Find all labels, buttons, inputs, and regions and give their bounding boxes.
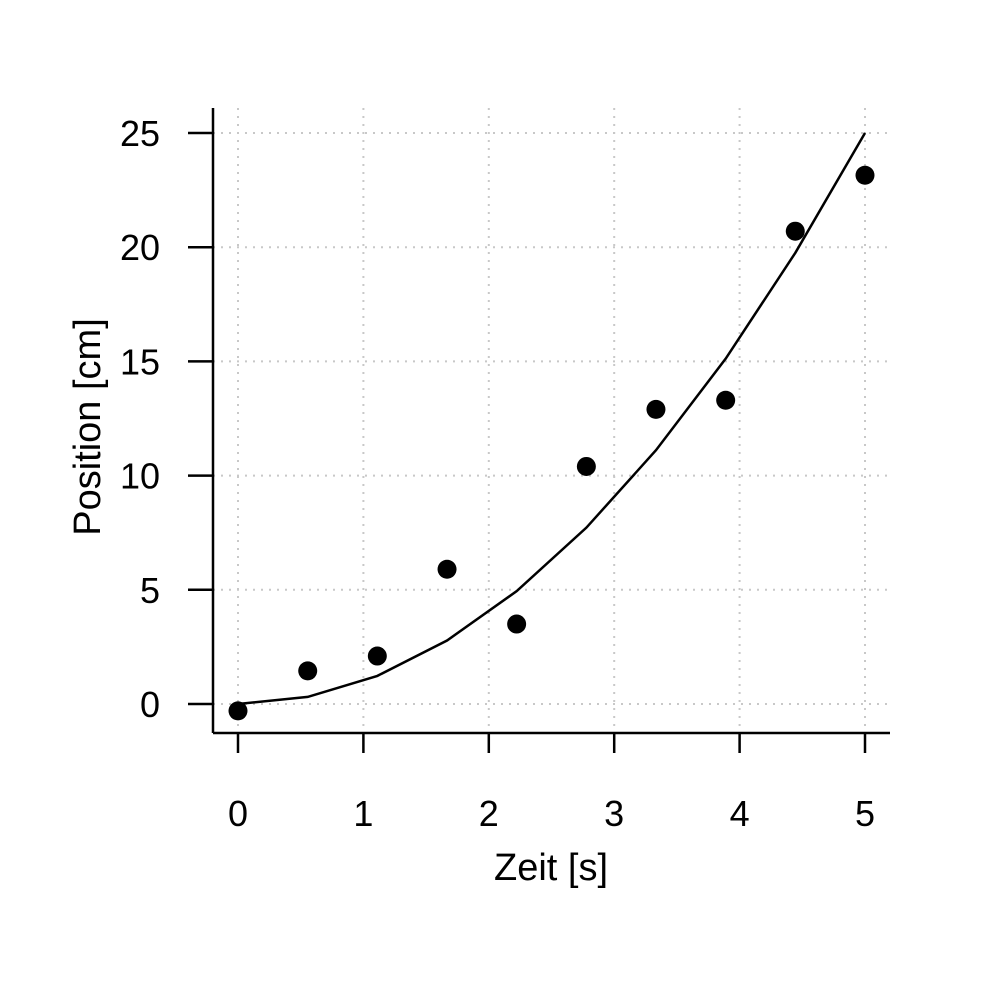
y-tick-label-5: 25 bbox=[120, 113, 160, 154]
axes bbox=[211, 108, 890, 735]
data-point-4 bbox=[507, 614, 527, 634]
x-axis-label: Zeit [s] bbox=[494, 847, 608, 889]
x-tick-label-0: 0 bbox=[228, 793, 248, 834]
data-point-6 bbox=[646, 399, 666, 419]
y-tick-label-3: 15 bbox=[120, 341, 160, 382]
data-point-9 bbox=[855, 165, 875, 185]
data-point-2 bbox=[367, 646, 387, 666]
data-points bbox=[228, 165, 875, 721]
data-point-7 bbox=[716, 390, 736, 410]
y-axis-label: Position [cm] bbox=[67, 318, 109, 536]
x-tick-label-3: 3 bbox=[604, 793, 624, 834]
data-point-8 bbox=[785, 221, 805, 241]
fit-line-path bbox=[237, 132, 867, 706]
data-point-0 bbox=[228, 701, 248, 721]
x-tick-label-4: 4 bbox=[730, 793, 750, 834]
x-tick-label-2: 2 bbox=[479, 793, 499, 834]
grid bbox=[213, 108, 890, 733]
tick-labels: 0 1 2 3 4 5 0 5 10 15 20 25 bbox=[120, 113, 875, 834]
fit-line bbox=[237, 132, 867, 706]
y-tick-label-0: 0 bbox=[140, 684, 160, 725]
y-tick-label-1: 5 bbox=[140, 570, 160, 611]
data-point-5 bbox=[576, 456, 596, 476]
x-tick-label-1: 1 bbox=[353, 793, 373, 834]
data-point-1 bbox=[298, 661, 318, 681]
y-tick-label-2: 10 bbox=[120, 456, 160, 497]
x-tick-label-5: 5 bbox=[855, 793, 875, 834]
y-tick-label-4: 20 bbox=[120, 227, 160, 268]
data-point-3 bbox=[437, 559, 457, 579]
